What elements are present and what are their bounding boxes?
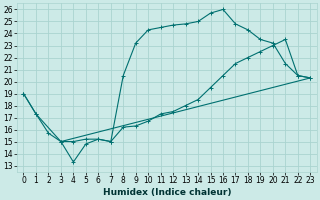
X-axis label: Humidex (Indice chaleur): Humidex (Indice chaleur) [103,188,231,197]
